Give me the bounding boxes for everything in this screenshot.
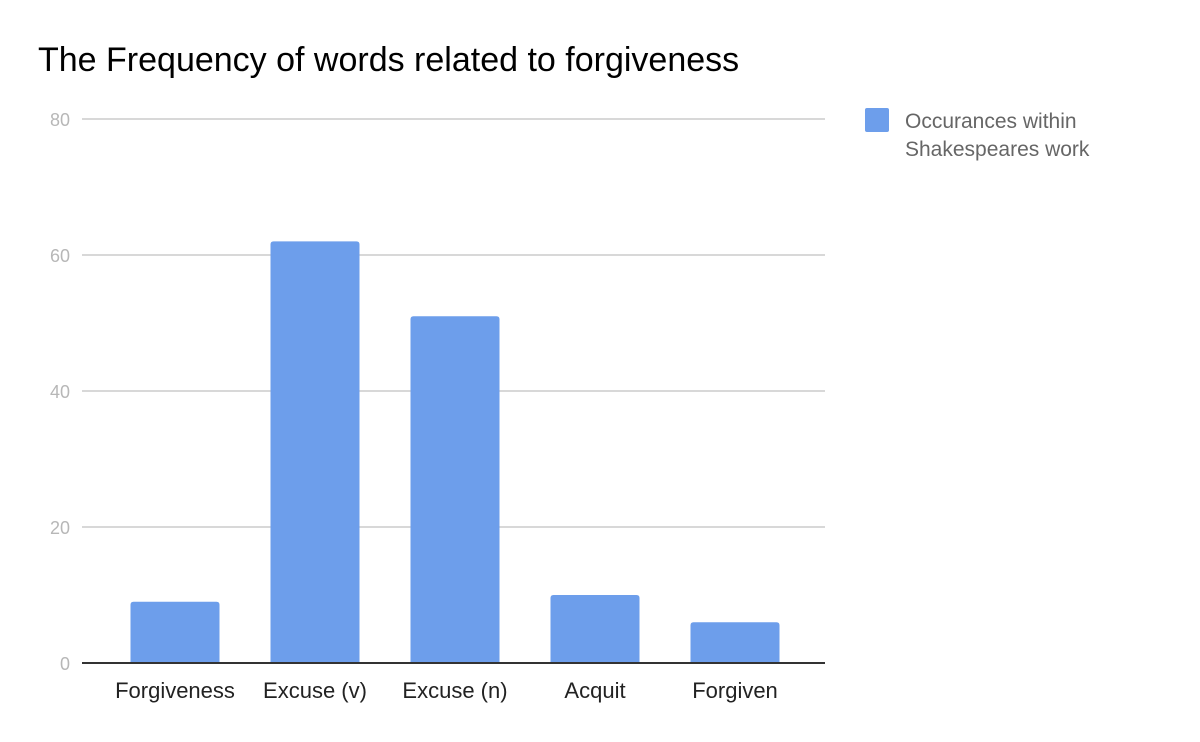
legend-label-line-2: Shakespeares work (905, 138, 1090, 161)
x-category-label-excuse-v: Excuse (v) (263, 678, 367, 703)
x-category-label-acquit: Acquit (564, 678, 625, 703)
bars (130, 241, 780, 663)
legend-label-line-1: Occurances within (905, 110, 1077, 133)
x-category-label-excuse-n: Excuse (n) (402, 678, 507, 703)
bar-excuse-v (270, 241, 360, 663)
x-axis-category-labels: Forgiveness Excuse (v) Excuse (n) Acquit For… (115, 678, 778, 703)
y-tick-label-60: 60 (50, 246, 70, 266)
bar-forgiven (690, 622, 780, 663)
legend-swatch (865, 108, 889, 132)
y-axis-tick-labels: 0 20 40 60 80 (50, 110, 70, 674)
chart-title: The Frequency of words related to forgiv… (38, 41, 739, 79)
y-tick-label-80: 80 (50, 110, 70, 130)
y-tick-label-20: 20 (50, 518, 70, 538)
bar-forgiveness (130, 601, 220, 663)
y-tick-label-40: 40 (50, 382, 70, 402)
y-tick-label-0: 0 (60, 654, 70, 674)
legend: Occurances within Shakespeares work (865, 108, 1090, 161)
x-category-label-forgiveness: Forgiveness (115, 678, 235, 703)
x-category-label-forgiven: Forgiven (692, 678, 778, 703)
bar-excuse-n (410, 316, 500, 663)
bar-acquit (550, 595, 640, 663)
